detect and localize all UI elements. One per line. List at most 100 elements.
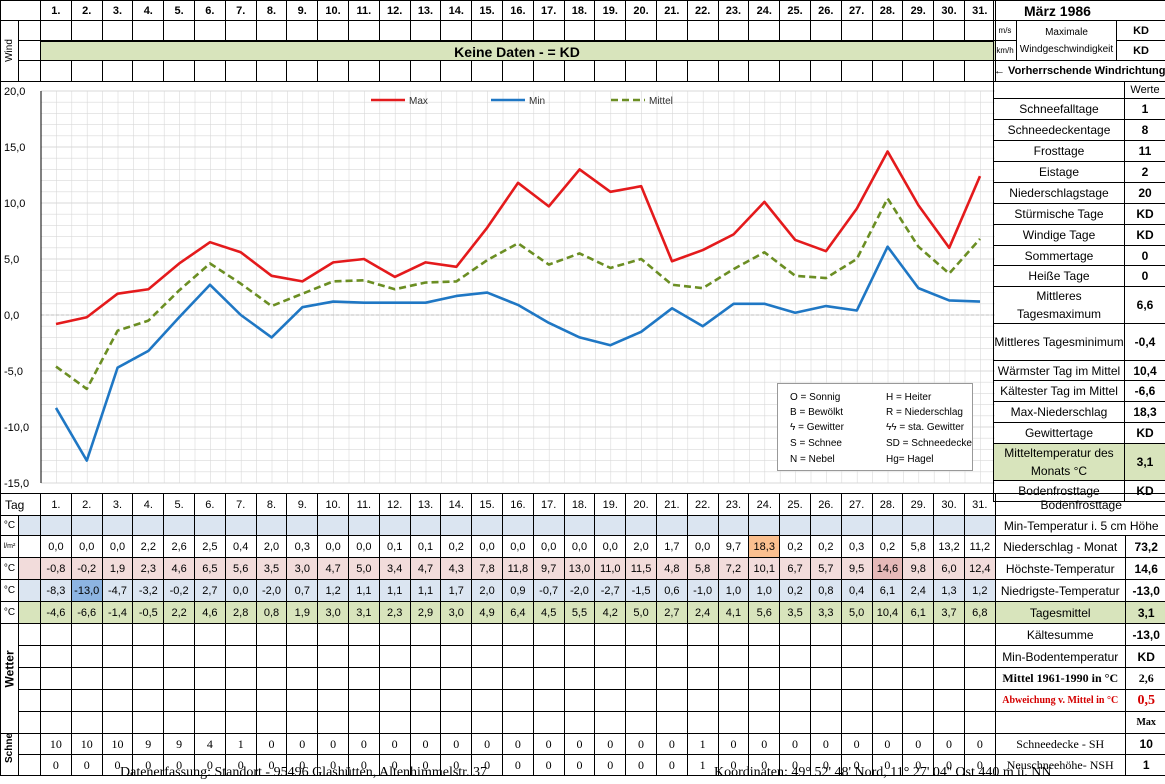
day-footer: 14. [440, 493, 473, 516]
day-header: 12. [378, 0, 411, 21]
wetter-cell [963, 711, 996, 734]
wetter-cell [902, 711, 935, 734]
neuschnee-cell: 0 [70, 754, 103, 776]
stats-table: Werte Schneefalltage 1 Schneedeckentage 8 Fro… [993, 81, 1165, 502]
wetter-cell [594, 645, 627, 668]
wetter-cell [748, 667, 781, 690]
wetter-stat-label: Abweichung v. Mittel in °C [994, 689, 1126, 712]
tag-label: Tag [0, 493, 42, 516]
daily-data-table: Tag 1. 2. 3. 4. 5. 6. 7. 8. 9. 10. 11. 12. 13. 14. 15. 1… [0, 493, 1165, 776]
stat-label: Sommertage [993, 245, 1125, 266]
data-cell: 0,2 [779, 535, 811, 558]
wetter-cell [840, 667, 873, 690]
wetter-cell [625, 689, 657, 712]
data-cell: 4,7 [317, 557, 349, 580]
day-footer: 8. [255, 493, 288, 516]
day-footer: 26. [809, 493, 842, 516]
max-label: Max [1124, 711, 1165, 734]
wetter-cell [655, 623, 688, 646]
schneedecke-cell: 10 [101, 733, 134, 755]
min5-cell [70, 515, 103, 536]
wind-cell [717, 60, 750, 82]
data-cell: 12,4 [963, 557, 996, 580]
blank [994, 711, 1126, 734]
schneedecke-cell: 0 [471, 733, 503, 755]
wetter-cell [286, 689, 319, 712]
data-cell: 2,6 [163, 535, 195, 558]
stats-header: Werte [1124, 81, 1165, 99]
wetter-cell [317, 711, 349, 734]
stat-value: 1 [1124, 98, 1165, 120]
data-cell: 2,8 [224, 601, 257, 624]
wetter-cell [686, 689, 719, 712]
wetter-cell [779, 667, 811, 690]
data-cell: 0,7 [286, 579, 319, 602]
wind-cell [933, 60, 965, 82]
wind-cell [594, 20, 627, 41]
wetter-cell [563, 667, 596, 690]
data-cell: 2,7 [655, 601, 688, 624]
blank [17, 754, 42, 776]
legend-sta-gewitter: ϟϟ = sta. Gewitter [886, 422, 965, 433]
day-footer: 27. [840, 493, 873, 516]
day-footer: 4. [132, 493, 165, 516]
data-cell: 3,5 [255, 557, 288, 580]
wetter-cell [286, 623, 319, 646]
wind-cell [255, 60, 288, 82]
wind-cell [378, 60, 411, 82]
unit-cell: °C [0, 601, 19, 624]
min5-cell [594, 515, 627, 536]
min5-cell [871, 515, 904, 536]
data-cell: 1,2 [963, 579, 996, 602]
min5-cell [40, 515, 72, 536]
wetter-stat-label: Kältesumme [994, 623, 1126, 646]
wind-cell [440, 60, 473, 82]
wetter-label: Wetter [2, 649, 17, 687]
day-footer: 15. [471, 493, 503, 516]
schneedecke-cell: 0 [963, 733, 996, 755]
data-cell: 1,0 [748, 579, 781, 602]
day-header: 1. [40, 0, 72, 21]
wetter-cell [440, 689, 473, 712]
wind-cell [501, 20, 534, 41]
legend-label-max: Max [409, 96, 428, 107]
wetter-cell [871, 623, 904, 646]
data-cell: 2,3 [378, 601, 411, 624]
legend-sonnig: O = Sonnig [790, 392, 841, 403]
wetter-cell [840, 645, 873, 668]
legend-schneedecke: SD = Schneedecke [886, 438, 972, 449]
wetter-stat-value: KD [1124, 645, 1165, 668]
data-cell: 11,5 [625, 557, 657, 580]
wetter-cell [655, 711, 688, 734]
y-tick-label: -5,0 [4, 366, 23, 378]
wind-cell [563, 60, 596, 82]
day-header: 29. [902, 0, 935, 21]
legend-label-mittel: Mittel [649, 96, 673, 107]
wetter-cell [194, 645, 226, 668]
stat-label: Schneefalltage [993, 98, 1125, 120]
wetter-cell [471, 667, 503, 690]
data-cell: 6,7 [779, 557, 811, 580]
wetter-cell [286, 645, 319, 668]
data-cell: 3,7 [933, 601, 965, 624]
wetter-cell [378, 711, 411, 734]
stat-label: Wärmster Tag im Mittel [993, 360, 1125, 381]
data-cell: 11,0 [594, 557, 627, 580]
blank [17, 579, 42, 602]
min5-cell [440, 515, 473, 536]
wetter-cell [501, 689, 534, 712]
data-cell: 2,4 [686, 601, 719, 624]
stat-value: 0 [1124, 265, 1165, 287]
wind-cell [779, 20, 811, 41]
day-header: 21. [655, 0, 688, 21]
min5-cell [655, 515, 688, 536]
min5-cell [409, 515, 442, 536]
data-cell: 6,1 [902, 601, 935, 624]
wind-cell [563, 20, 596, 41]
data-cell: 0,2 [871, 535, 904, 558]
wind-summary-table: März 1986 m/s Maximale Windgeschwindigkei… [992, 0, 1165, 82]
wetter-cell [163, 711, 195, 734]
wetter-cell [532, 667, 565, 690]
legend-heiter: H = Heiter [886, 392, 932, 403]
wetter-cell [378, 667, 411, 690]
